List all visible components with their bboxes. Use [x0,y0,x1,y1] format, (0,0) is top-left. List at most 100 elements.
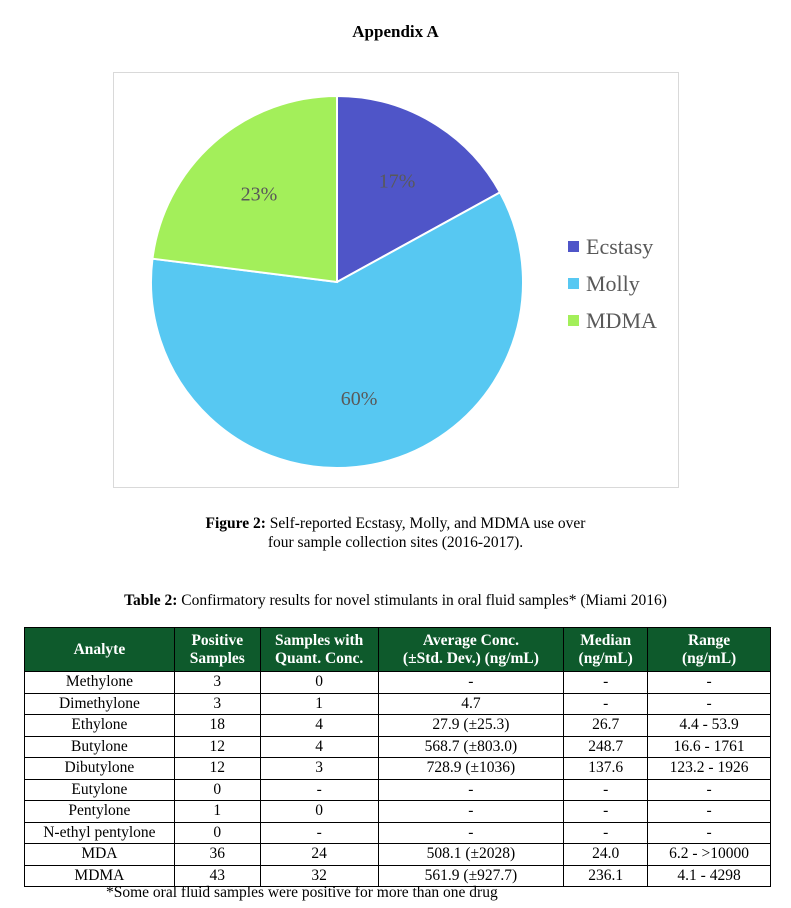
table-cell: 123.2 - 1926 [647,757,771,780]
table-cell: 0 [259,800,379,823]
table-cell: - [563,778,649,801]
table-cell: - [259,821,379,844]
table-cell: 16.6 - 1761 [647,735,771,758]
table-cell: MDA [24,843,175,866]
table-cell: 24 [259,843,379,866]
table-row: MDMA 43 32 561.9 (±927.7) 236.1 4.1 - 4298 [24,864,771,887]
table-cell: 137.6 [563,757,649,780]
column-header: Positive Samples [173,627,261,672]
pie-slice-mdma [151,94,338,284]
table-cell: 27.9 (±25.3) [377,714,565,737]
table-cell: 4.4 - 53.9 [647,714,771,737]
table-cell: 248.7 [563,735,649,758]
table-cell: - [563,671,649,694]
table-row: Ethylone 18 4 27.9 (±25.3) 26.7 4.4 - 53.9 [24,714,771,737]
table-cell: 43 [173,864,261,887]
table-cell: 6.2 - >10000 [647,843,771,866]
table-cell: - [563,821,649,844]
pie-label-molly: 60% [341,388,378,410]
table-cell: Butylone [24,735,175,758]
table-cell: - [259,778,379,801]
table-cell: - [377,800,565,823]
table-cell: 12 [173,757,261,780]
table-cell: - [647,821,771,844]
table-cell: - [563,692,649,715]
legend-swatch [568,278,579,289]
table-cell: 4.1 - 4298 [647,864,771,887]
table-cell: Eutylone [24,778,175,801]
table-footnote: *Some oral fluid samples were positive f… [106,884,498,901]
table-cell: 561.9 (±927.7) [377,864,565,887]
table-cell: 24.0 [563,843,649,866]
pie-chart-frame: 17% 60% 23% Ecstasy Molly MDMA [113,72,679,488]
table-cell: 4.7 [377,692,565,715]
column-header: Average Conc. (±Std. Dev.) (ng/mL) [377,627,565,672]
legend-label: MDMA [586,307,657,333]
table-cell: 0 [173,821,261,844]
table-cell: N-ethyl pentylone [24,821,175,844]
pie-label-mdma: 23% [241,183,278,205]
table-cell: - [647,778,771,801]
table-row: Butylone 12 4 568.7 (±803.0) 248.7 16.6 - 176… [24,735,771,758]
legend-label: Molly [586,270,640,296]
column-header: Range (ng/mL) [647,627,771,672]
table-row: MDA 36 24 508.1 (±2028) 24.0 6.2 - >10000 [24,843,771,866]
table-cell: Dimethylone [24,692,175,715]
table-cell: 568.7 (±803.0) [377,735,565,758]
table-row: N-ethyl pentylone 0- - - - [24,821,771,844]
pie-slice-molly [150,191,524,469]
pie-slice-ecstasy [336,94,502,284]
table-cell: - [563,800,649,823]
table-cell: - [377,671,565,694]
table-caption-text: Confirmatory results for novel stimulant… [177,592,667,609]
table-cell: 1 [173,800,261,823]
legend-swatch [568,315,579,326]
appendix-title: Appendix A [352,22,439,41]
table-cell: Pentylone [24,800,175,823]
table-row: Eutylone 0- - - - [24,778,771,801]
table-cell: 0 [259,671,379,694]
legend-item-molly: Molly [568,265,657,302]
column-header: Median (ng/mL) [563,627,649,672]
table-row: Dibutylone 12 3 728.9 (±1036) 137.6 123.2 - 1… [24,757,771,780]
pie-chart: 17% 60% 23% [150,94,524,469]
figure-caption-line2: four sample collection sites (2016-2017)… [267,534,524,551]
legend-swatch [568,241,579,252]
table-cell: - [647,692,771,715]
table-cell: - [377,778,565,801]
table-row: Pentylone 1 0- - - [24,800,771,823]
legend-item-ecstasy: Ecstasy [568,228,657,265]
table-cell: 12 [173,735,261,758]
figure-caption-line1: Self-reported Ecstasy, Molly, and MDMA u… [265,515,586,532]
table-cell: 728.9 (±1036) [377,757,565,780]
table-cell: 1 [259,692,379,715]
results-table: Analyte Positive Samples Samples with Quant.… [24,627,771,887]
table-cell: 3 [173,671,261,694]
table-cell: 3 [259,757,379,780]
table-cell: 508.1 (±2028) [377,843,565,866]
legend-item-mdma: MDMA [568,302,657,339]
table-cell: - [377,821,565,844]
legend-label: Ecstasy [586,233,654,259]
table-cell: - [647,800,771,823]
table-caption: Table 2: Confirmatory results for novel … [0,592,791,610]
figure-caption-label: Figure 2: [205,515,266,532]
pie-label-ecstasy: 17% [379,170,416,192]
table-cell: 32 [259,864,379,887]
table-cell: 4 [259,735,379,758]
table-header-row: Analyte Positive Samples Samples with Quant.… [24,627,771,672]
table-cell: 4 [259,714,379,737]
table-cell: - [647,671,771,694]
table-caption-label: Table 2: [124,592,178,609]
table-cell: Methylone [24,671,175,694]
table-cell: 0 [173,778,261,801]
table-cell: 36 [173,843,261,866]
table-cell: Dibutylone [24,757,175,780]
table-cell: 236.1 [563,864,649,887]
table-cell: 18 [173,714,261,737]
figure-caption: Figure 2: Self-reported Ecstasy, Molly, … [0,514,791,552]
table-cell: 3 [173,692,261,715]
column-header: Samples with Quant. Conc. [259,627,379,672]
table-cell: 26.7 [563,714,649,737]
table-row: Dimethylone 3 1 4.7- - [24,692,771,715]
